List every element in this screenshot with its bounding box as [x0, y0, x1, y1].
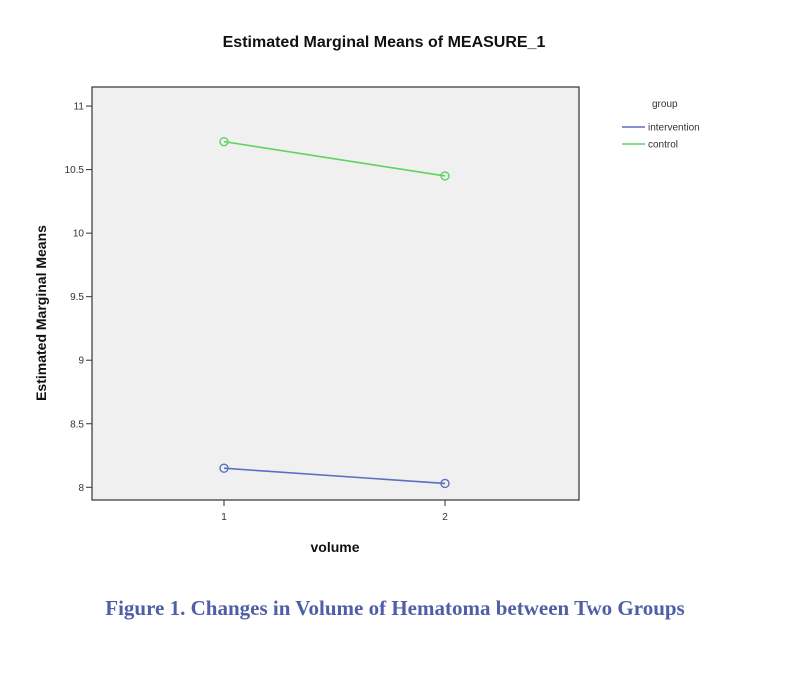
y-tick-label: 9	[78, 356, 84, 367]
y-axis-ticks: 8 8.5 9 9.5 10 10.5 11	[65, 102, 92, 494]
y-tick-label: 11	[74, 102, 85, 113]
x-axis-label: volume	[310, 539, 359, 555]
legend: group intervention control	[622, 99, 700, 151]
data-point-intervention	[219, 463, 229, 473]
data-point-control	[440, 171, 450, 181]
chart-title: Estimated Marginal Means of MEASURE_1	[223, 34, 546, 51]
y-tick-label: 10	[73, 229, 85, 240]
x-tick-label: 2	[442, 512, 448, 523]
y-tick-label: 10.5	[65, 165, 85, 176]
data-point-control	[219, 136, 229, 147]
data-point-intervention	[440, 478, 450, 489]
series-line-intervention	[223, 467, 446, 485]
chart: Estimated Marginal Means of MEASURE_1 88…	[33, 34, 700, 555]
legend-title: group	[652, 99, 678, 110]
series-layer	[219, 136, 450, 489]
plot-area	[91, 86, 580, 501]
y-tick-label: 8	[78, 483, 84, 494]
x-tick-label: 1	[221, 512, 227, 523]
y-axis-label: Estimated Marginal Means	[33, 225, 49, 401]
series-line-control	[223, 140, 446, 177]
legend-label-intervention: intervention	[648, 123, 700, 134]
figure-caption: Figure 1. Changes in Volume of Hematoma …	[105, 596, 685, 620]
y-tick-label: 9.5	[70, 292, 84, 303]
y-tick-label: 8.5	[70, 419, 84, 430]
legend-label-control: control	[648, 140, 678, 151]
